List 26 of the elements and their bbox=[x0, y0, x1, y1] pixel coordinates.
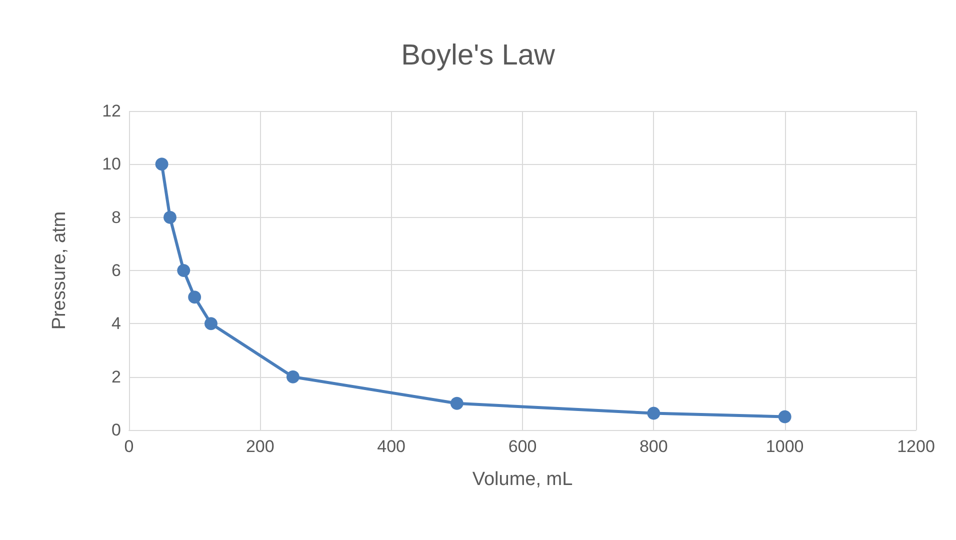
x-tick-label: 800 bbox=[639, 437, 668, 456]
x-tick-label: 200 bbox=[246, 437, 274, 456]
y-tick-label: 2 bbox=[112, 367, 121, 386]
y-tick-label: 12 bbox=[102, 102, 121, 120]
y-tick-label: 6 bbox=[112, 261, 121, 280]
point bbox=[286, 370, 300, 384]
point bbox=[164, 210, 176, 224]
y-tick-label: 0 bbox=[112, 420, 121, 440]
y-tick-label: 8 bbox=[112, 208, 121, 227]
point bbox=[177, 264, 190, 277]
chart-title: Boyle's Law bbox=[401, 40, 556, 72]
y-tick-label: 10 bbox=[102, 154, 121, 174]
x-tick-label: 600 bbox=[508, 437, 537, 456]
x-tick-label: 0 bbox=[124, 437, 134, 456]
point bbox=[778, 410, 792, 424]
point bbox=[188, 290, 202, 304]
point bbox=[204, 317, 218, 330]
x-axis-title: Volume, mL bbox=[472, 469, 573, 490]
point bbox=[155, 158, 168, 171]
y-axis-title: Pressure, atm bbox=[49, 211, 70, 330]
point bbox=[647, 406, 660, 420]
y-tick-label: 4 bbox=[112, 314, 121, 334]
x-tick-label: 400 bbox=[377, 437, 406, 456]
x-tick-label: 1200 bbox=[897, 437, 935, 456]
x-tick-label: 1000 bbox=[766, 437, 804, 456]
point bbox=[450, 396, 464, 410]
